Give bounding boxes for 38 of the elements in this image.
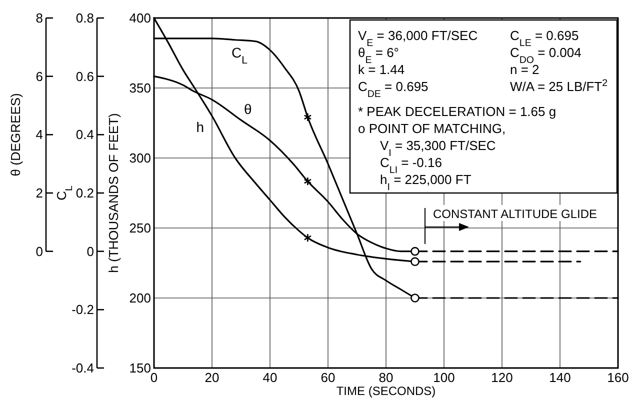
series-label: C$_{L}$ — [232, 44, 248, 66]
y-tick-label: 400 — [129, 10, 151, 26]
x-tick-label: 40 — [262, 370, 278, 385]
annotation: o POINT OF MATCHING, — [358, 121, 506, 136]
y2-tick-label: 0.2 — [76, 186, 94, 201]
annotation: * PEAK DECELERATION = 1.65 g — [358, 104, 556, 119]
y-axis-title: h (THOUSANDS OF FEET) — [106, 113, 121, 273]
y3-axis-title: θ (DEGREES) — [8, 93, 23, 176]
y-tick-label: 200 — [129, 290, 151, 306]
x-tick-label: 20 — [204, 370, 220, 385]
series-label: h — [196, 119, 204, 135]
x-tick-label: 140 — [549, 370, 571, 385]
x-axis-title: TIME (SECONDS) — [336, 384, 436, 398]
y3-tick-label: 2 — [36, 186, 43, 201]
x-tick-label: 100 — [433, 370, 455, 385]
annotation: C$_{DE}$ = 0.695 — [358, 79, 428, 100]
y2-tick-label: -0.2 — [72, 302, 94, 318]
y3-tick-label: 8 — [36, 10, 43, 26]
series-label: θ — [244, 101, 252, 118]
y3-tick-label: 4 — [36, 127, 43, 142]
x-tick-label: 0 — [150, 370, 158, 385]
x-tick-label: 120 — [491, 370, 513, 385]
annotation: W/A = 25 LB/FT$^{2}$ — [510, 78, 608, 94]
y-tick-label: 350 — [129, 80, 151, 96]
x-tick-label: 80 — [378, 370, 394, 385]
x-tick-label: 60 — [320, 370, 336, 385]
y-tick-label: 250 — [129, 220, 151, 236]
y2-tick-label: 0.6 — [76, 68, 94, 84]
annotation: CONSTANT ALTITUDE GLIDE — [433, 207, 598, 221]
y3-tick-label: 0 — [36, 244, 43, 259]
y2-tick-label: -0.4 — [72, 360, 94, 376]
y3-tick-label: 6 — [36, 68, 43, 84]
y2-tick-label: 0 — [86, 244, 94, 259]
y2-tick-label: 0.8 — [76, 10, 94, 26]
x-tick-label: 160 — [607, 370, 629, 385]
y-tick-label: 150 — [129, 360, 151, 376]
y-tick-label: 300 — [129, 150, 151, 166]
y2-tick-label: 0.4 — [76, 127, 94, 142]
